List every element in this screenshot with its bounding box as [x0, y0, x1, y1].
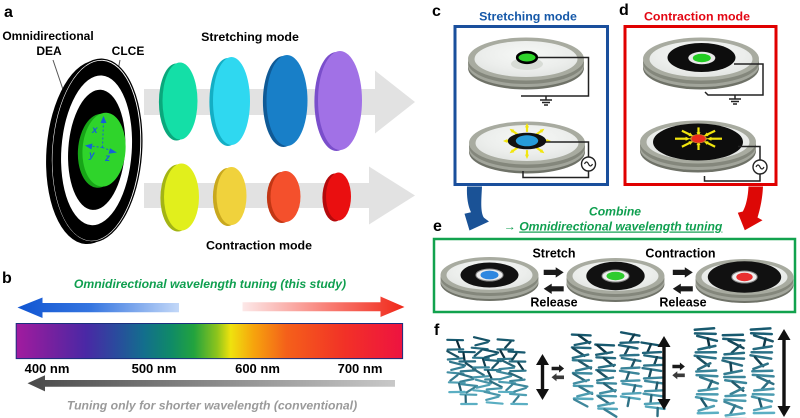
svg-text:Stretching mode: Stretching mode: [479, 10, 577, 24]
svg-text:400 nm: 400 nm: [25, 361, 70, 376]
svg-text:z: z: [104, 153, 110, 164]
svg-text:Tuning only for shorter wavele: Tuning only for shorter wavelength (conv…: [67, 399, 357, 413]
svg-text:600 nm: 600 nm: [235, 361, 280, 376]
svg-text:Contraction mode: Contraction mode: [206, 239, 312, 253]
svg-text:e: e: [433, 218, 442, 235]
svg-text:Combine: Combine: [589, 205, 641, 219]
svg-text:DEA: DEA: [36, 44, 62, 58]
svg-text:700 nm: 700 nm: [338, 361, 383, 376]
svg-text:d: d: [619, 2, 629, 19]
svg-text:500 nm: 500 nm: [132, 361, 177, 376]
svg-text:→ Omnidirectional wavelength t: → Omnidirectional wavelength tuning: [504, 220, 723, 234]
svg-text:CLCE: CLCE: [112, 44, 145, 58]
svg-text:f: f: [434, 322, 440, 339]
svg-text:Stretch: Stretch: [532, 247, 575, 261]
svg-text:Release: Release: [659, 296, 706, 310]
svg-text:c: c: [432, 3, 441, 20]
svg-text:b: b: [2, 270, 12, 287]
svg-text:y: y: [88, 150, 95, 161]
svg-text:Omnidirectional: Omnidirectional: [2, 29, 93, 43]
svg-text:Omnidirectional wavelength tun: Omnidirectional wavelength tuning (this …: [74, 277, 346, 291]
svg-text:Stretching mode: Stretching mode: [201, 30, 299, 44]
svg-text:Contraction mode: Contraction mode: [644, 10, 750, 24]
svg-text:x: x: [91, 125, 98, 136]
svg-text:a: a: [4, 4, 13, 21]
svg-text:Contraction: Contraction: [645, 247, 715, 261]
svg-text:Release: Release: [530, 296, 577, 310]
